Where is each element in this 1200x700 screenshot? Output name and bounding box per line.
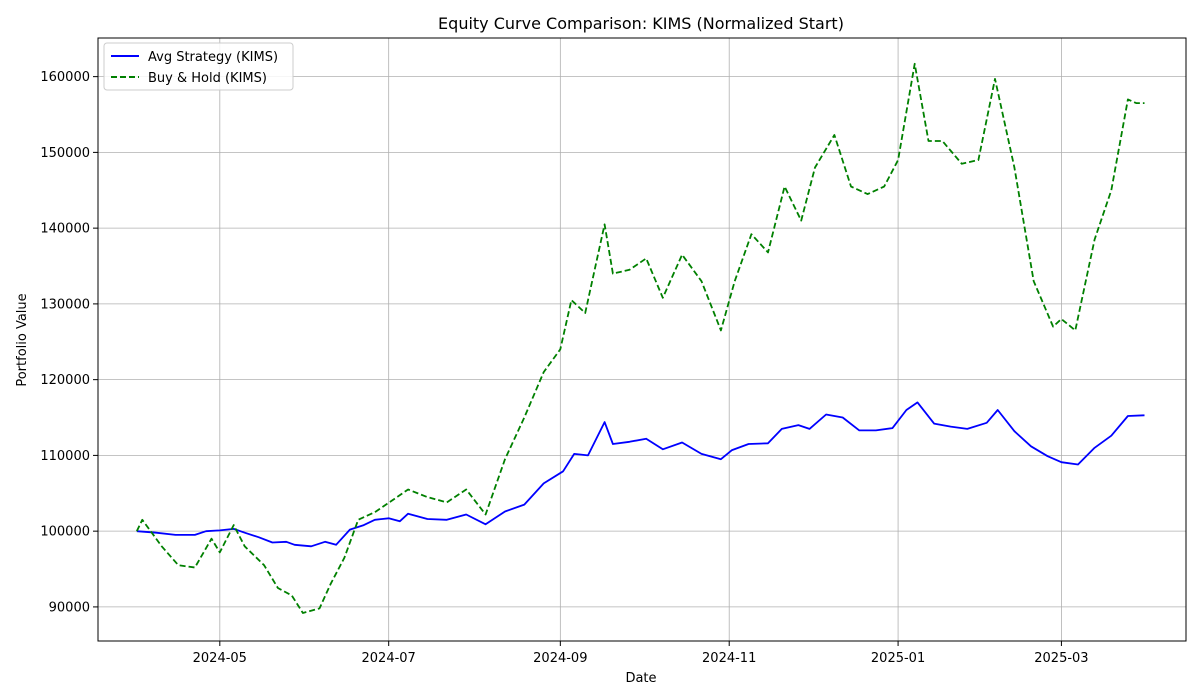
x-tick-label: 2024-07 xyxy=(362,651,416,666)
y-tick-label: 90000 xyxy=(49,600,90,615)
y-tick-label: 130000 xyxy=(40,297,90,312)
axis-ticks: 2024-05 2024-07 2024-09 2024-11 2025-01 2025-… xyxy=(40,70,1088,666)
y-tick-label: 150000 xyxy=(40,146,90,161)
y-tick-label: 100000 xyxy=(40,525,90,540)
y-tick-label: 140000 xyxy=(40,222,90,237)
x-tick-label: 2024-11 xyxy=(702,651,756,666)
legend-box xyxy=(103,42,294,91)
grid xyxy=(98,38,1186,641)
y-axis-label: Portfolio Value xyxy=(15,293,30,386)
legend-label-avg-strategy: Avg Strategy (KIMS) xyxy=(148,50,278,65)
y-tick-label: 160000 xyxy=(40,70,90,85)
y-tick-label: 110000 xyxy=(40,449,90,464)
x-tick-label: 2024-05 xyxy=(193,651,247,666)
legend-label-buy-hold: Buy & Hold (KIMS) xyxy=(148,71,267,86)
x-tick-label: 2025-01 xyxy=(871,651,925,666)
y-tick-label: 120000 xyxy=(40,373,90,388)
plot-frame xyxy=(97,37,1187,642)
x-tick-label: 2025-03 xyxy=(1034,651,1088,666)
series-line-buy-hold xyxy=(135,62,1145,614)
series-lines xyxy=(135,62,1145,614)
x-axis-label: Date xyxy=(625,671,656,686)
series-line-avg-strategy xyxy=(136,401,1145,548)
x-tick-label: 2024-09 xyxy=(533,651,587,666)
chart-title: Equity Curve Comparison: KIMS (Normalize… xyxy=(438,14,844,33)
legend: Avg Strategy (KIMS) Buy & Hold (KIMS) xyxy=(103,42,294,91)
